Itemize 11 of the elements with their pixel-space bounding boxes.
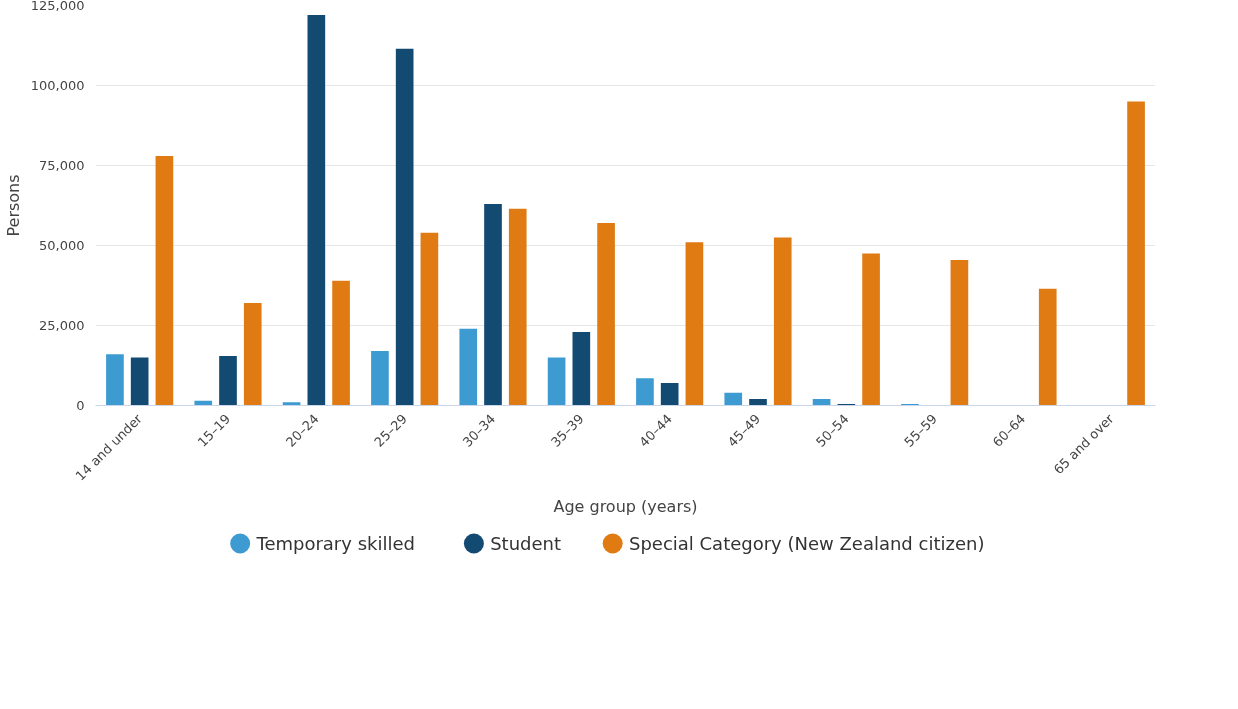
y-tick-label: 100,000	[30, 78, 85, 93]
legend-label: Temporary skilled	[255, 533, 415, 554]
legend-label: Student	[490, 533, 562, 554]
legend-label: Special Category (New Zealand citizen)	[628, 533, 985, 554]
y-tick-label: 0	[76, 398, 85, 413]
y-tick-label: 25,000	[39, 318, 85, 333]
y-tick-label: 125,000	[30, 0, 85, 13]
x-axis-title: Age group (years)	[553, 496, 698, 516]
y-axis-title: Persons	[3, 174, 23, 237]
y-tick-label: 50,000	[39, 238, 85, 253]
y-tick-label: 75,000	[39, 158, 85, 173]
